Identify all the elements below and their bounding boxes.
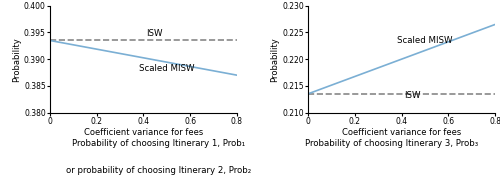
- Y-axis label: Probability: Probability: [270, 37, 280, 81]
- Y-axis label: Probability: Probability: [12, 37, 21, 81]
- Text: Probability of choosing Itinerary 3, Prob₃: Probability of choosing Itinerary 3, Pro…: [304, 139, 478, 148]
- X-axis label: Coefficient variance for fees: Coefficient variance for fees: [342, 128, 461, 138]
- Text: Scaled MISW: Scaled MISW: [397, 36, 452, 45]
- Text: Probability of choosing Itinerary 1, Prob₁: Probability of choosing Itinerary 1, Pro…: [72, 139, 246, 148]
- Text: Scaled MISW: Scaled MISW: [139, 64, 194, 73]
- Text: ISW: ISW: [146, 29, 162, 38]
- Text: or probability of choosing Itinerary 2, Prob₂: or probability of choosing Itinerary 2, …: [66, 166, 252, 175]
- X-axis label: Coefficient variance for fees: Coefficient variance for fees: [84, 128, 203, 138]
- Text: ISW: ISW: [404, 91, 420, 100]
